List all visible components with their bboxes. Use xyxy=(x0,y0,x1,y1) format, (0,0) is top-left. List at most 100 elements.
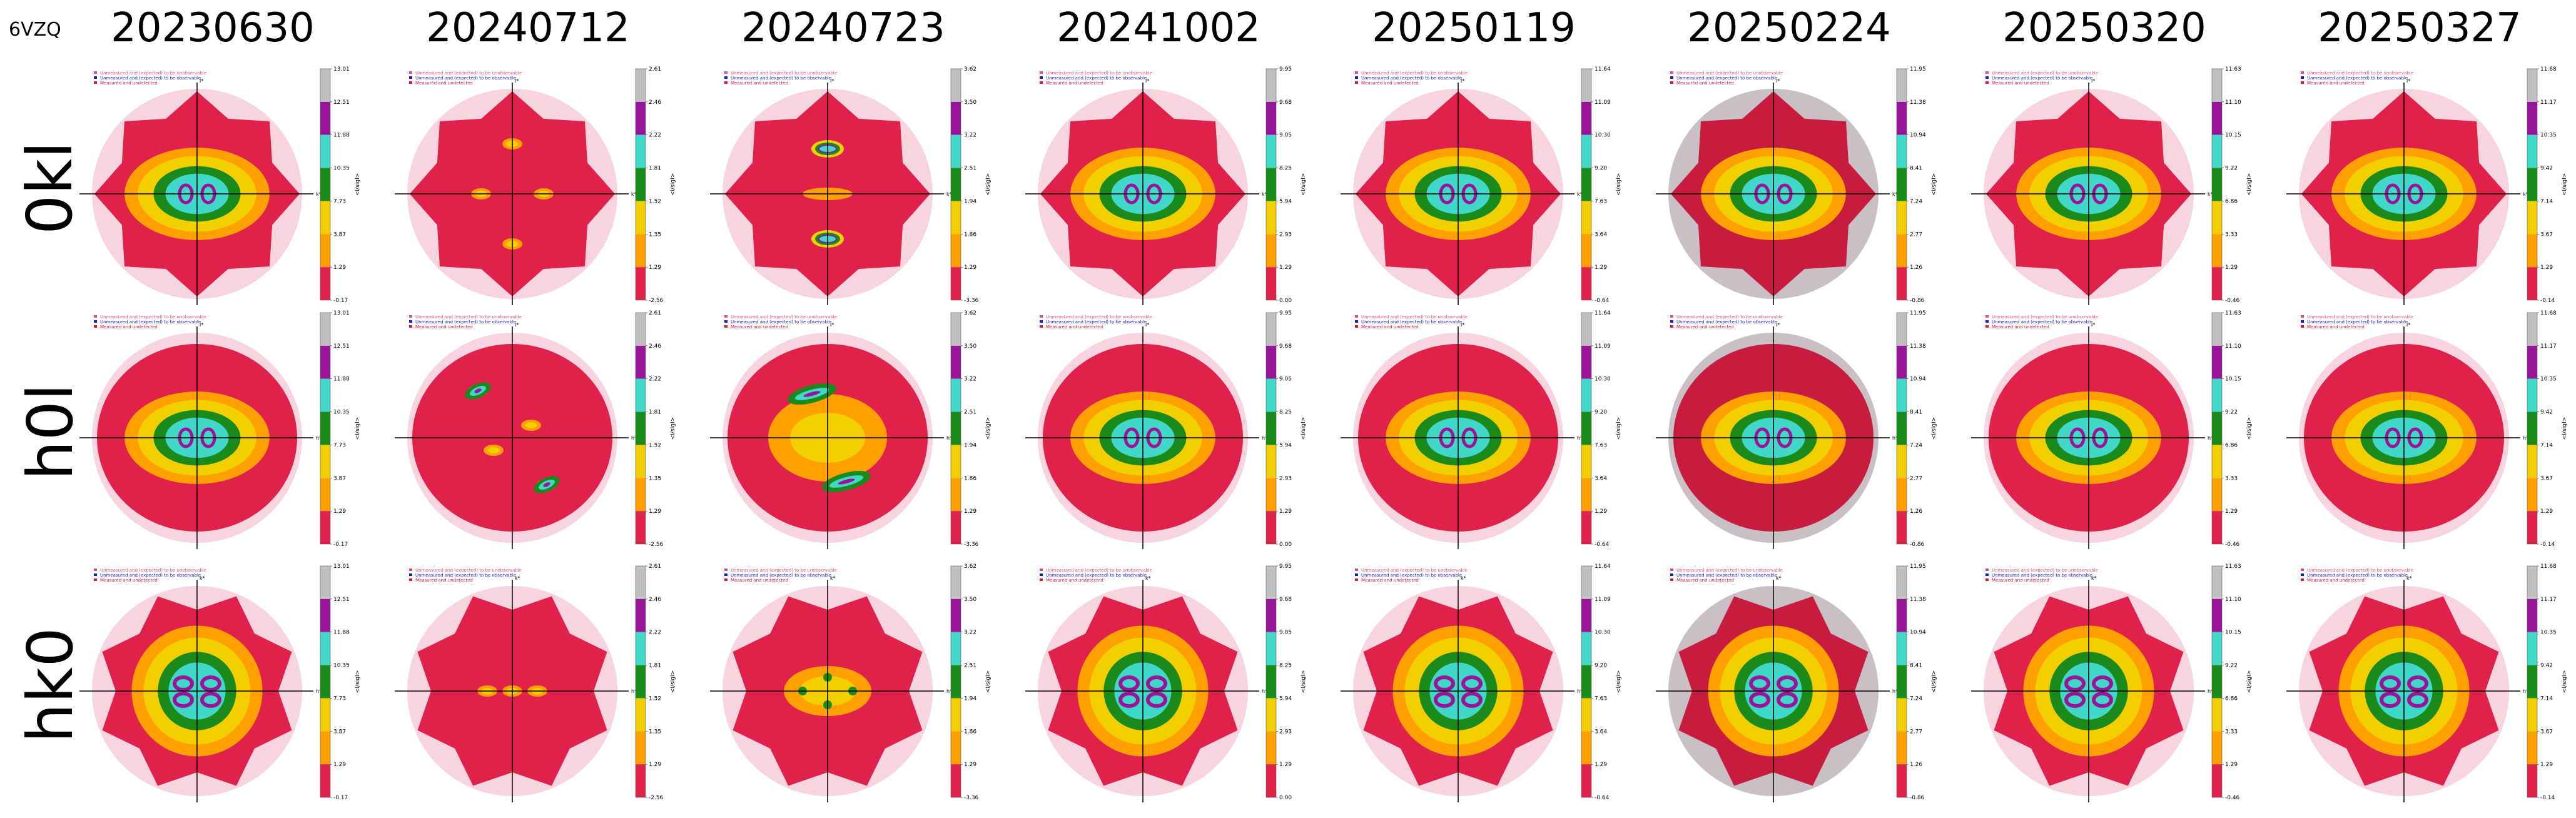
colorbar-segment xyxy=(1897,445,1907,478)
legend-swatch xyxy=(1985,568,1989,571)
colorbar-segment xyxy=(636,267,646,300)
colorbar-segment xyxy=(636,632,646,665)
legend-entry: Unmeasured and (expected) to be unobserv… xyxy=(1046,568,1152,573)
legend-swatch xyxy=(409,578,412,581)
colorbar-tick: 10.35 xyxy=(2540,376,2557,383)
colorbar-label: <I/sigI> xyxy=(2562,173,2568,196)
colorbar-tick: 5.94 xyxy=(1279,442,1292,448)
colorbar-segment xyxy=(1266,698,1276,732)
legend-swatch xyxy=(1040,578,1043,581)
legend-entry: Unmeasured and (expected) to be unobserv… xyxy=(100,568,206,573)
legend-entry: Measured and undetected xyxy=(1361,325,1419,330)
colorbar-tick: -2.56 xyxy=(649,298,664,304)
colorbar-tick: 1.94 xyxy=(964,198,976,204)
colorbar-segment xyxy=(320,566,330,599)
colorbar-segment xyxy=(320,168,330,201)
vertical-axis-label: k* xyxy=(830,575,836,581)
colorbar-segment xyxy=(1266,478,1276,512)
colorbar-tick: 9.42 xyxy=(2540,410,2553,416)
colorbar-tick: 1.81 xyxy=(649,166,661,172)
legend-swatch xyxy=(2301,325,2304,328)
colorbar-segment xyxy=(2527,201,2537,235)
legend-entry: Measured and undetected xyxy=(731,325,788,330)
colorbar-tick: 11.17 xyxy=(2540,597,2557,603)
column-title: 20240723 xyxy=(741,5,945,51)
legend-entry: Measured and undetected xyxy=(1361,81,1419,86)
colorbar-segment xyxy=(1266,378,1276,412)
legend-swatch xyxy=(94,81,97,84)
diffraction-panel: Unmeasured and (expected) to be unobserv… xyxy=(1656,563,1937,802)
legend-entry: Unmeasured and (expected) to be observab… xyxy=(1992,320,2092,325)
diffraction-panel: Unmeasured and (expected) to be unobserv… xyxy=(1971,66,2253,305)
colorbar-tick: 1.94 xyxy=(964,442,976,448)
colorbar-segment xyxy=(1897,378,1907,412)
colorbar-tick: 7.63 xyxy=(1595,442,1607,448)
colorbar-segment xyxy=(1897,412,1907,445)
colorbar-label: <I/sigI> xyxy=(670,173,676,196)
colorbar-tick: 3.50 xyxy=(964,343,976,350)
colorbar-segment xyxy=(1581,378,1591,412)
legend-swatch xyxy=(1040,573,1043,576)
colorbar-tick: 11.64 xyxy=(1595,310,1611,316)
colorbar-tick: 13.01 xyxy=(333,310,350,316)
legend-swatch xyxy=(409,71,412,74)
vertical-axis-label: k* xyxy=(1776,575,1782,581)
colorbar-segment xyxy=(1581,665,1591,699)
colorbar-segment xyxy=(951,698,961,732)
colorbar-tick: 11.64 xyxy=(1595,66,1611,73)
legend-entry: Unmeasured and (expected) to be unobserv… xyxy=(100,71,206,76)
colorbar-tick: 11.38 xyxy=(1910,343,1926,350)
colorbar-segment xyxy=(951,598,961,632)
colorbar-tick: 9.42 xyxy=(2540,166,2553,172)
diffraction-panel: Unmeasured and (expected) to be unobserv… xyxy=(395,66,676,305)
colorbar-tick: 3.33 xyxy=(2225,231,2238,238)
legend-swatch xyxy=(409,81,412,84)
horizontal-axis-label: h* xyxy=(1262,689,1267,694)
colorbar-segment xyxy=(2527,313,2537,346)
colorbar-segment xyxy=(1581,731,1591,765)
colorbar-tick: 3.22 xyxy=(964,630,976,636)
colorbar-segment xyxy=(320,134,330,168)
colorbar-segment xyxy=(951,764,961,797)
legend-swatch xyxy=(724,81,728,84)
colorbar-tick: 9.22 xyxy=(2225,410,2238,416)
legend-entry: Unmeasured and (expected) to be unobserv… xyxy=(415,315,522,320)
legend-swatch xyxy=(409,568,412,571)
colorbar-tick: -0.46 xyxy=(2225,298,2240,304)
colorbar-tick: 9.68 xyxy=(1279,99,1292,106)
colorbar-segment xyxy=(1581,313,1591,346)
colorbar-tick: 2.61 xyxy=(649,310,661,316)
colorbar-tick: 7.24 xyxy=(1910,198,1922,204)
colorbar-tick: 8.25 xyxy=(1279,663,1292,669)
legend-swatch xyxy=(1040,320,1043,323)
colorbar-tick: 10.35 xyxy=(333,663,350,669)
legend-swatch xyxy=(409,325,412,328)
legend-entry: Unmeasured and (expected) to be unobserv… xyxy=(2307,568,2413,573)
legend-entry: Unmeasured and (expected) to be observab… xyxy=(100,573,201,578)
legend-swatch xyxy=(1985,81,1989,84)
horizontal-axis-label: h* xyxy=(2208,435,2213,441)
colorbar-tick: 2.61 xyxy=(649,563,661,570)
colorbar-tick: 10.35 xyxy=(333,410,350,416)
legend-entry: Unmeasured and (expected) to be unobserv… xyxy=(731,315,837,320)
colorbar-segment xyxy=(1266,632,1276,665)
colorbar-segment xyxy=(320,69,330,102)
legend-entry: Measured and undetected xyxy=(1676,578,1734,583)
legend-swatch xyxy=(409,320,412,323)
vertical-axis-label: l* xyxy=(1145,78,1149,84)
colorbar-tick: 1.29 xyxy=(1279,265,1292,271)
diffraction-panel: Unmeasured and (expected) to be unobserv… xyxy=(79,310,361,549)
legend-entry: Measured and undetected xyxy=(1361,578,1419,583)
legend-entry: Unmeasured and (expected) to be observab… xyxy=(1046,76,1147,81)
colorbar-label: <I/sigI> xyxy=(2246,173,2253,196)
colorbar-label: <I/sigI> xyxy=(2562,670,2568,693)
colorbar-tick: 7.63 xyxy=(1595,695,1607,702)
colorbar-tick: 8.41 xyxy=(1910,166,1922,172)
horizontal-axis-label: k* xyxy=(946,191,952,197)
colorbar-tick: 2.77 xyxy=(1910,475,1922,482)
colorbar-segment xyxy=(951,632,961,665)
colorbar-tick: 11.95 xyxy=(1910,563,1926,570)
legend-entry: Measured and undetected xyxy=(1992,578,2049,583)
legend-entry: Unmeasured and (expected) to be unobserv… xyxy=(1046,315,1152,320)
diffraction-panel: Unmeasured and (expected) to be unobserv… xyxy=(2286,310,2568,549)
